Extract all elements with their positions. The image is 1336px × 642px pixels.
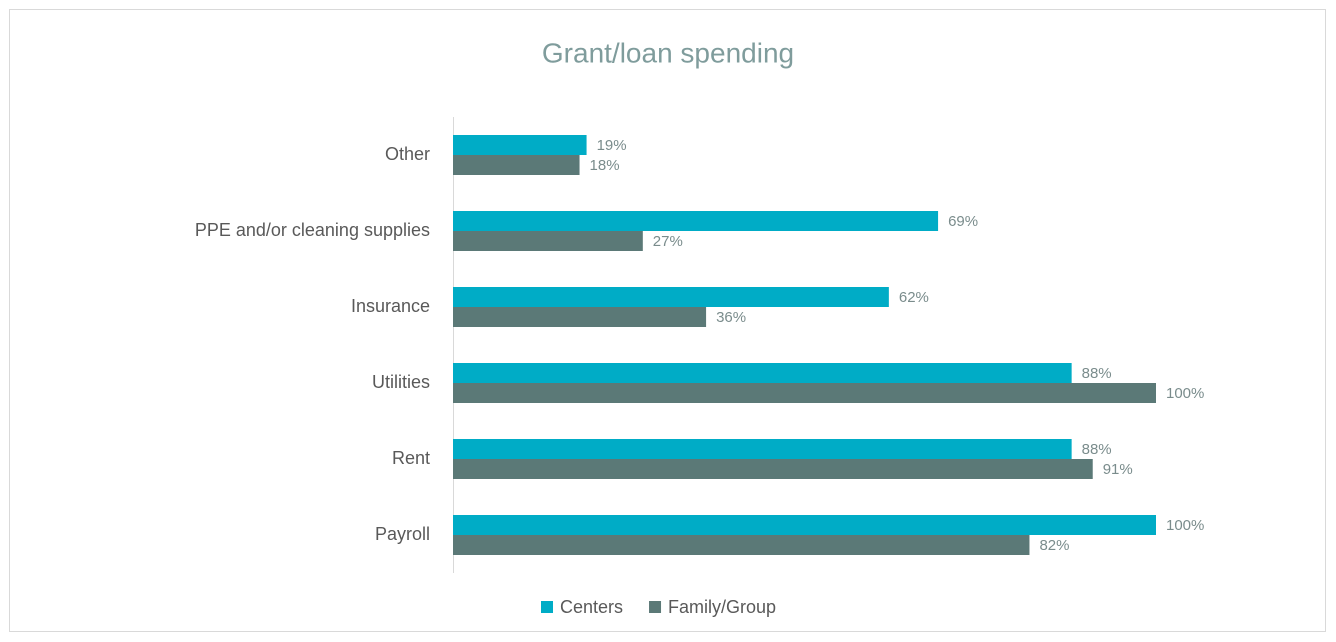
y-tick-label: PPE and/or cleaning supplies bbox=[195, 220, 430, 240]
value-label: 27% bbox=[653, 233, 683, 250]
bar bbox=[453, 383, 1156, 403]
value-label: 19% bbox=[597, 137, 627, 154]
legend-swatch bbox=[541, 601, 553, 613]
value-label: 69% bbox=[948, 213, 978, 230]
bar bbox=[453, 287, 889, 307]
value-label: 91% bbox=[1103, 461, 1133, 478]
bar bbox=[453, 535, 1030, 555]
value-label: 62% bbox=[899, 289, 929, 306]
bar bbox=[453, 515, 1156, 535]
bar bbox=[453, 135, 587, 155]
value-label: 36% bbox=[716, 309, 746, 326]
bar bbox=[453, 307, 707, 327]
y-tick-label: Other bbox=[385, 144, 430, 164]
legend-swatch bbox=[649, 601, 662, 613]
chart-title: Grant/loan spending bbox=[542, 37, 794, 68]
value-label: 18% bbox=[590, 157, 620, 174]
y-tick-label: Utilities bbox=[372, 372, 430, 392]
bar bbox=[453, 439, 1072, 459]
bar bbox=[453, 211, 939, 231]
y-tick-label: Insurance bbox=[351, 296, 430, 316]
value-label: 88% bbox=[1082, 441, 1112, 458]
value-label: 82% bbox=[1039, 537, 1069, 554]
value-label: 100% bbox=[1166, 385, 1204, 402]
y-tick-label: Rent bbox=[392, 448, 430, 468]
legend-label: Centers bbox=[560, 597, 623, 617]
bar bbox=[453, 363, 1072, 383]
bar bbox=[453, 155, 580, 175]
y-tick-label: Payroll bbox=[375, 524, 430, 544]
legend-label: Family/Group bbox=[668, 597, 776, 617]
bar bbox=[453, 231, 643, 251]
value-label: 88% bbox=[1082, 365, 1112, 382]
bar bbox=[453, 459, 1093, 479]
value-label: 100% bbox=[1166, 517, 1204, 534]
